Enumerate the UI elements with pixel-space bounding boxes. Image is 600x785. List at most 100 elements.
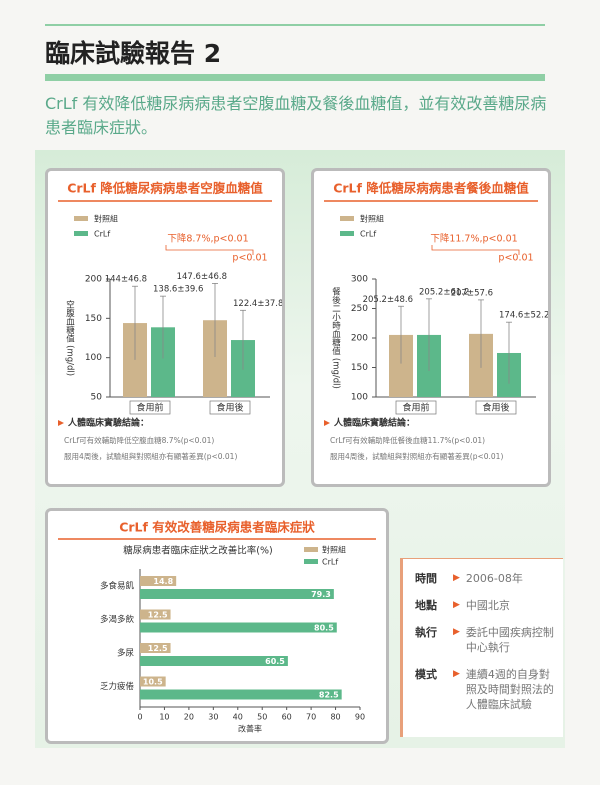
value-label: 79.3	[311, 590, 331, 599]
legend-label: 對照組	[322, 545, 346, 555]
chart-subtitle: 糖尿病患者臨床症狀之改善比率(%)	[123, 545, 272, 557]
legend-swatch	[340, 216, 354, 221]
x-tick-label: 食用後	[216, 402, 243, 414]
y-tick-label: 200	[85, 275, 102, 285]
category-box	[129, 400, 171, 415]
legend-swatch	[304, 559, 318, 564]
y-tick-label: 多尿	[117, 647, 135, 658]
annotation: 下降11.7%,p<0.01	[430, 233, 517, 245]
value-label: 144±46.8	[105, 275, 147, 285]
value-label: 82.5	[319, 691, 339, 700]
y-tick-label: 乏力疲倦	[100, 681, 135, 692]
value-label: 80.5	[314, 624, 334, 633]
bracket	[165, 245, 254, 255]
legend-label: CrLf	[360, 230, 376, 239]
y-tick-label: 300	[351, 275, 368, 285]
legend-label: 對照組	[360, 214, 384, 224]
category-box	[475, 400, 517, 415]
y-tick-label: 多食易飢	[100, 580, 135, 591]
legend-swatch	[74, 231, 88, 236]
note-marker	[58, 420, 64, 426]
x-tick-label: 80	[330, 713, 340, 722]
x-tick-label: 食用前	[136, 402, 163, 414]
annotation: p<0.01	[498, 253, 533, 264]
x-tick-label: 0	[137, 713, 142, 722]
info-row: 地點 ▶ 中國北京	[415, 598, 555, 613]
bar	[140, 576, 177, 586]
y-tick-label: 150	[351, 363, 368, 373]
info-row: 時間 ▶ 2006-08年	[415, 571, 555, 586]
annotation: p<0.01	[232, 253, 267, 264]
y-axis-label: 餐後二小時血糖值 (mg/dl)	[331, 287, 341, 389]
legend-swatch	[304, 547, 318, 552]
x-tick-label: 20	[184, 713, 194, 722]
x-tick-label: 食用後	[482, 402, 509, 414]
y-tick-label: 100	[85, 353, 102, 363]
value-label: 122.4±37.8	[233, 299, 282, 309]
legend-label: CrLf	[322, 558, 338, 567]
chart-title: CrLf 有效改善糖尿病患者臨床症狀	[119, 520, 315, 535]
annotation: 下降8.7%,p<0.01	[167, 233, 248, 245]
x-tick-label: 60	[282, 713, 292, 722]
bar	[140, 609, 171, 620]
info-text: 模式	[415, 668, 437, 681]
page-title: 臨床試驗報告 2	[45, 39, 222, 68]
x-tick-label: 10	[159, 713, 169, 722]
page-subtitle: CrLf 有效降低糖尿病病患者空腹血糖及餐後血糖值，並有效改善糖尿病患者臨床症狀…	[45, 94, 547, 137]
info-text: ▶	[453, 573, 460, 583]
y-tick-label: 50	[91, 393, 103, 403]
x-tick-label: 30	[208, 713, 218, 722]
y-axis-label: 空腹血糖值 (mg/dl)	[65, 299, 75, 376]
value-label: 12.5	[148, 644, 168, 653]
legend-label: 對照組	[94, 214, 118, 224]
chart-card: CrLf 降低糖尿病病患者餐後血糖值對照組 CrLf 下降11.7%,p<0.01 p…	[311, 168, 551, 487]
y-tick-label: 250	[351, 304, 368, 314]
info-text: ▶	[453, 669, 460, 679]
info-text: 連續4週的自身對照及時間對照法的人體臨床試驗	[465, 668, 554, 711]
category-box	[395, 400, 437, 415]
legend-label: CrLf	[94, 230, 110, 239]
info-text: 時間	[415, 572, 437, 585]
y-tick-label: 150	[85, 314, 102, 324]
rule	[45, 24, 545, 26]
info-text: 委託中國疾病控制中心執行	[465, 626, 554, 654]
category-box	[209, 400, 251, 415]
info-text: 執行	[415, 626, 437, 639]
note: CrLf可有效輔助降低餐後血糖11.7%(p<0.01)	[330, 435, 485, 445]
x-tick-label: 70	[306, 713, 316, 722]
value-label: 60.5	[265, 657, 285, 666]
note-marker	[324, 420, 330, 426]
x-tick-label: 40	[233, 713, 243, 722]
chart-title: CrLf 降低糖尿病病患者空腹血糖值	[67, 181, 263, 196]
bar	[140, 656, 288, 666]
value-label: 207±57.6	[451, 288, 493, 298]
chart-title: CrLf 降低糖尿病病患者餐後血糖值	[333, 181, 529, 196]
chart-card: CrLf 降低糖尿病病患者空腹血糖值對照組 CrLf 下降8.7%,p<0.01 p<…	[45, 168, 285, 487]
note: CrLf可有效輔助降低空腹血糖8.7%(p<0.01)	[64, 435, 214, 445]
bar	[140, 643, 171, 653]
info-text: ▶	[453, 600, 460, 610]
bar	[140, 589, 334, 599]
note: 服用4周後，試驗組與對照組亦有顯著差異(p<0.01)	[64, 451, 237, 461]
value-label: 174.6±52.2	[499, 311, 548, 321]
bar	[140, 676, 166, 687]
bar	[140, 622, 337, 633]
x-tick-label: 50	[257, 713, 267, 722]
info-text: 2006-08年	[465, 572, 523, 585]
y-tick-label: 多渴多飲	[100, 614, 135, 625]
info-text: 中國北京	[465, 599, 510, 612]
legend-swatch	[74, 216, 88, 221]
bar	[140, 689, 342, 700]
value-label: 147.6±46.8	[177, 272, 227, 282]
chart-card: CrLf 有效改善糖尿病患者臨床症狀糖尿病患者臨床症狀之改善比率(%) 對照組 Cr…	[45, 508, 389, 744]
info-row: 執行 ▶ 委託中國疾病控制中心執行	[415, 625, 555, 655]
info-text: ▶	[453, 627, 460, 637]
notes-title: 人體臨床實驗結論：	[333, 417, 415, 429]
info-row: 模式 ▶ 連續4週的自身對照及時間對照法的人體臨床試驗	[415, 667, 555, 712]
info-text: 地點	[415, 599, 437, 612]
bracket	[431, 245, 520, 255]
